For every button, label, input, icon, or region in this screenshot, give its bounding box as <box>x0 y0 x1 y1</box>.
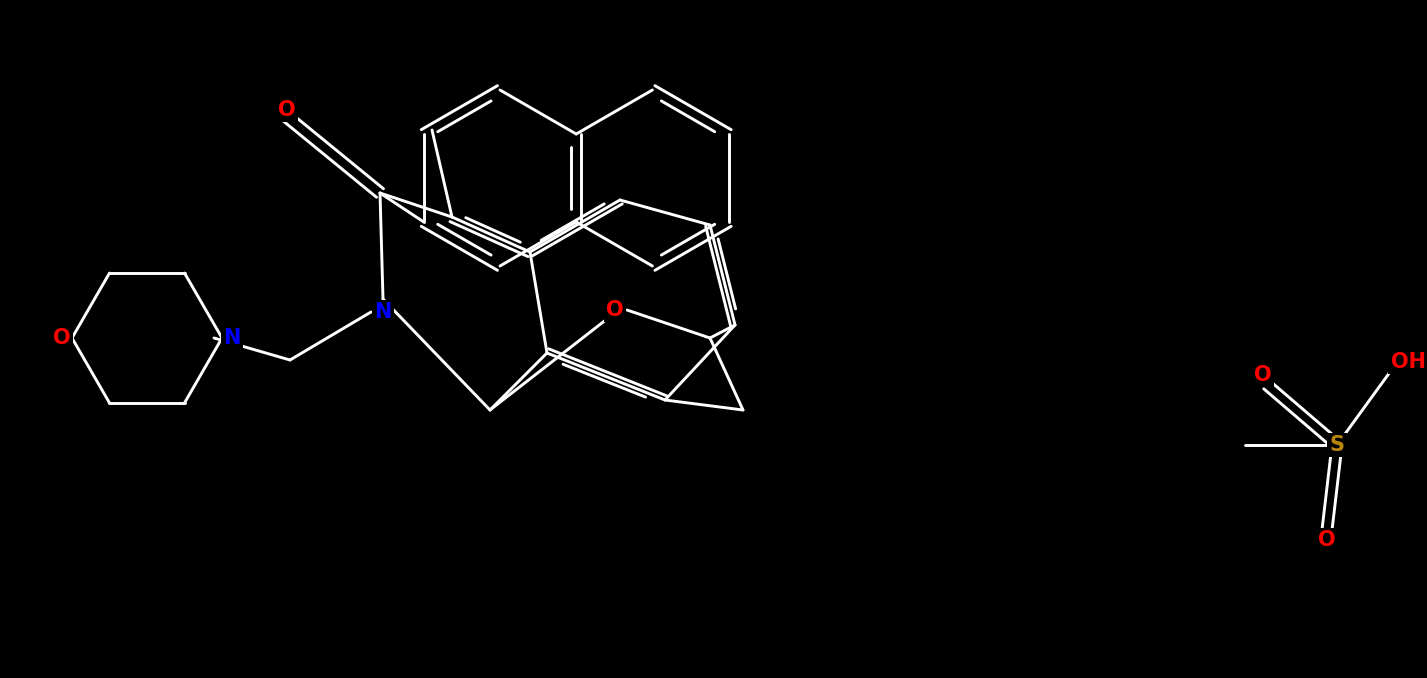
Text: O: O <box>1319 530 1336 550</box>
Text: O: O <box>278 100 295 120</box>
Text: O: O <box>1254 365 1271 385</box>
Text: O: O <box>53 328 71 348</box>
Text: N: N <box>374 302 391 322</box>
Text: S: S <box>1330 435 1344 455</box>
Text: N: N <box>223 328 241 348</box>
Text: OH: OH <box>1390 352 1426 372</box>
Text: O: O <box>606 300 624 320</box>
